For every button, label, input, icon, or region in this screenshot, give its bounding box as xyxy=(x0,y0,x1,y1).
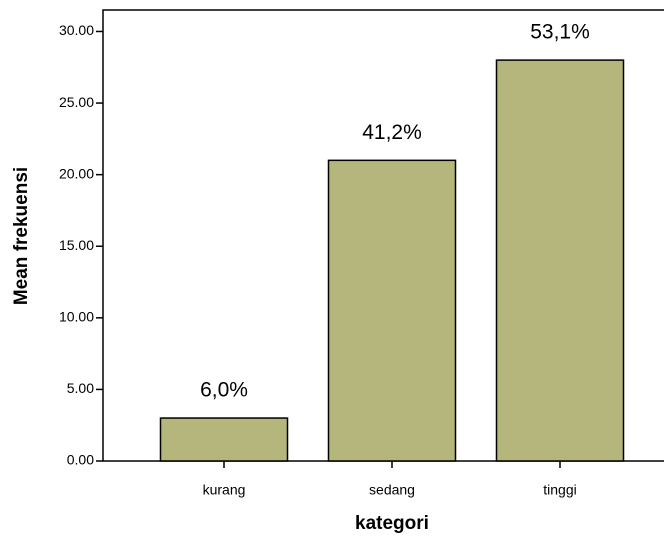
annotation: 41,2% xyxy=(362,121,422,144)
y-tick-label: 25.00 xyxy=(59,94,94,110)
y-tick-label: 20.00 xyxy=(59,165,94,181)
y-tick-label: 5.00 xyxy=(67,380,94,396)
x-tick-label: kurang xyxy=(203,482,246,498)
annotation: 6,0% xyxy=(200,379,248,402)
y-axis-title: Mean frekuensi xyxy=(11,167,32,305)
y-tick-label: 30.00 xyxy=(59,22,94,38)
bar xyxy=(495,59,625,462)
y-tick-label: 10.00 xyxy=(59,309,94,325)
annotation: 53,1% xyxy=(530,21,590,44)
x-tick-label: tinggi xyxy=(543,482,576,498)
bar xyxy=(159,417,289,462)
x-tick-label: sedang xyxy=(369,482,415,498)
y-tick-label: 15.00 xyxy=(59,237,94,253)
bar xyxy=(327,159,457,462)
x-axis-title: kategori xyxy=(355,513,429,534)
y-tick-label: 0.00 xyxy=(67,452,94,468)
